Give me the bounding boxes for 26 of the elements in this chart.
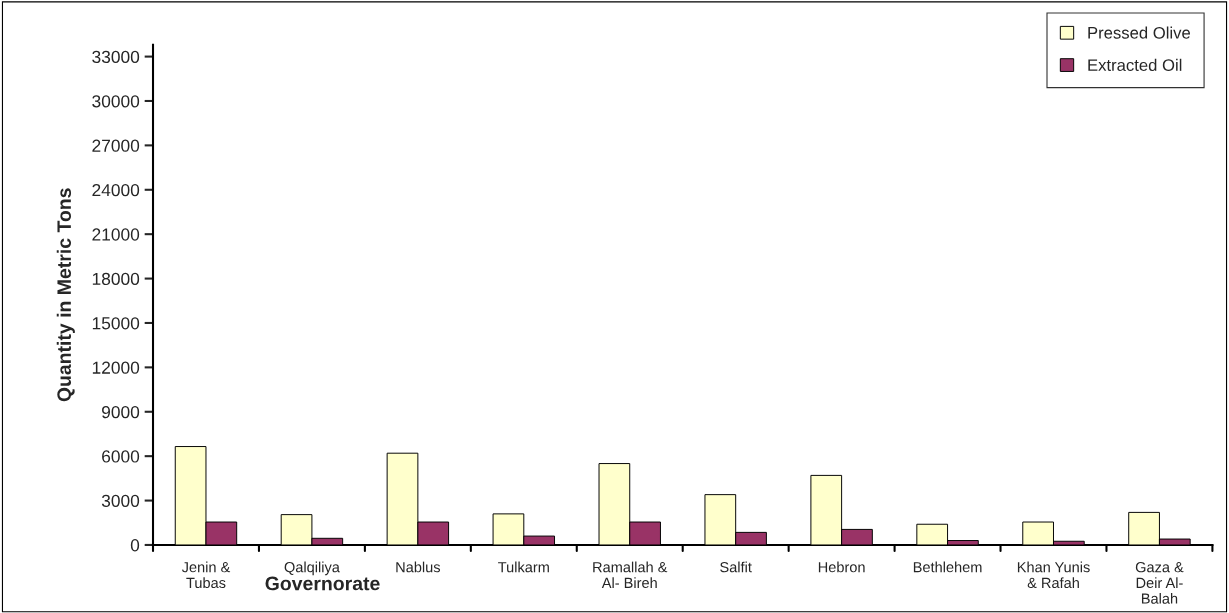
x-tick-label: Nablus xyxy=(396,561,441,573)
y-tick-label: 30000 xyxy=(92,95,140,108)
y-tick-label: 3000 xyxy=(101,494,140,508)
y-tick-label: 18000 xyxy=(92,272,140,286)
x-tick-label: Qalqiliya xyxy=(284,561,340,576)
x-tick-label: Khan Yunis & Rafah xyxy=(1017,561,1090,589)
x-tick-label: Bethlehem xyxy=(913,561,982,573)
y-tick-label: 0 xyxy=(130,539,140,552)
y-tick-label: 6000 xyxy=(102,450,140,463)
y-tick-label: 12000 xyxy=(92,361,140,374)
y-tick-label: 33000 xyxy=(92,50,140,64)
legend-label: Pressed Olive xyxy=(1088,26,1191,39)
x-tick-label: Hebron xyxy=(818,561,865,573)
y-tick-label: 27000 xyxy=(92,139,140,152)
x-axis-title: Governorate xyxy=(265,576,380,591)
y-tick-label: 9000 xyxy=(102,405,140,419)
y-axis-title: Quantity in Metric Tons xyxy=(56,188,75,402)
x-tick-label: Ramallah & Al- Bireh xyxy=(593,561,668,589)
y-tick-label: 21000 xyxy=(92,228,140,241)
x-tick-label: Tulkarm xyxy=(498,561,549,573)
x-tick-label: Salfit xyxy=(720,561,752,573)
legend-label: Extracted Oil xyxy=(1088,58,1182,72)
x-tick-label: Gaza & Deir Al- Balah xyxy=(1135,562,1184,604)
y-tick-label: 15000 xyxy=(92,317,140,330)
x-tick-label: Jenin & Tubas xyxy=(181,561,231,589)
y-tick-label: 24000 xyxy=(92,183,140,197)
